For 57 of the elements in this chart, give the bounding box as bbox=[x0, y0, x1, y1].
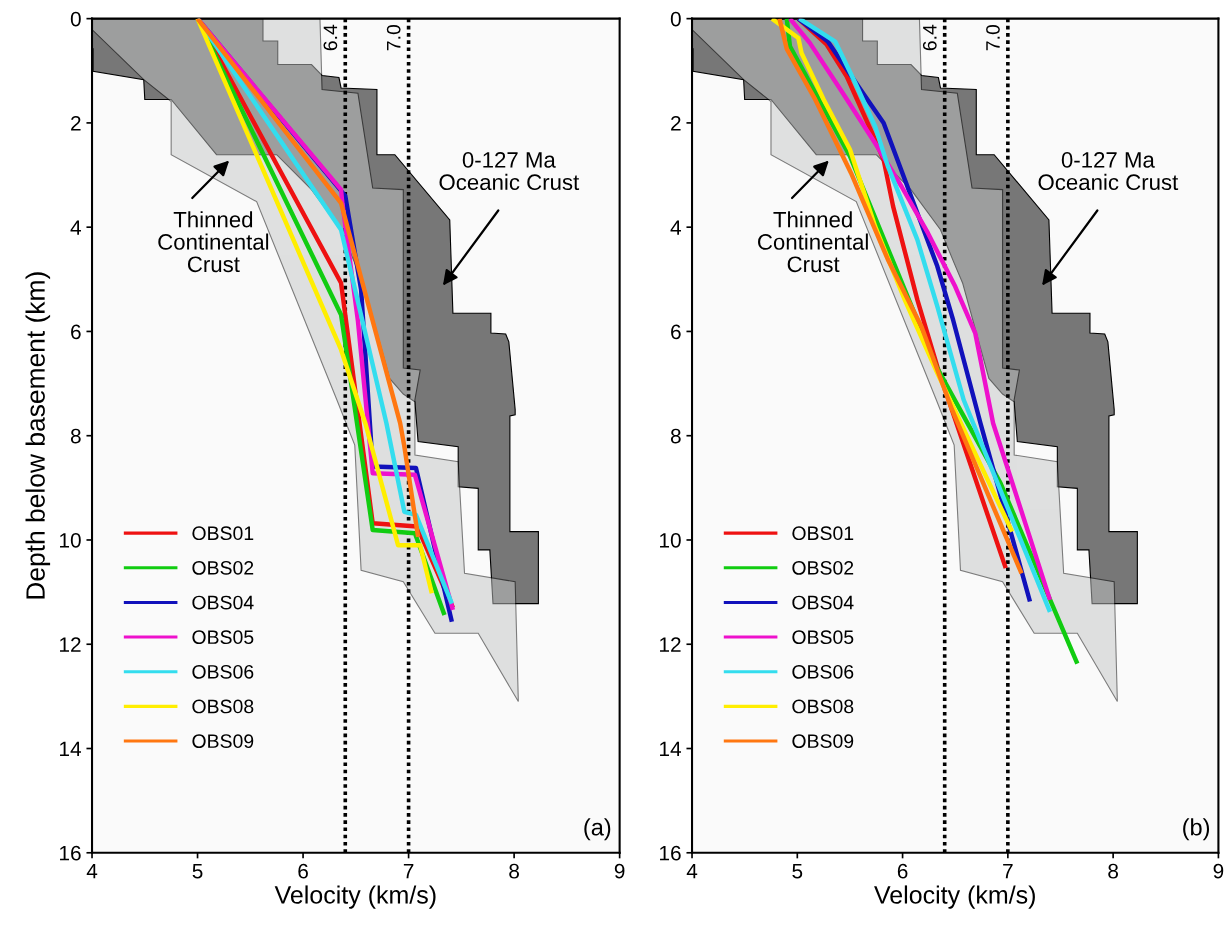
x-tick-label: 8 bbox=[1108, 863, 1119, 879]
legend-label: OBS08 bbox=[192, 699, 254, 714]
legend-label: OBS06 bbox=[792, 664, 854, 679]
y-tick-label: 6 bbox=[671, 324, 681, 340]
y-tick-label: 14 bbox=[660, 741, 681, 757]
annotation: Thinned Continental Crust bbox=[758, 211, 868, 273]
x-axis-title: Velocity (km/s) bbox=[274, 885, 436, 909]
ref-line-label: 6.4 bbox=[922, 24, 937, 51]
y-tick-label: 14 bbox=[60, 741, 81, 757]
y-tick-label: 6 bbox=[71, 324, 81, 340]
legend-label: OBS02 bbox=[792, 560, 854, 575]
annotation: (b) bbox=[1183, 818, 1210, 841]
y-tick-label: 10 bbox=[660, 532, 681, 548]
legend-label: OBS04 bbox=[792, 595, 854, 610]
ref-line-label: 7.0 bbox=[986, 24, 1000, 51]
x-tick-label: 7 bbox=[1003, 863, 1013, 879]
y-tick-label: 2 bbox=[671, 115, 681, 131]
legend-label: OBS01 bbox=[192, 526, 254, 541]
x-axis-title: Velocity (km/s) bbox=[874, 885, 1035, 909]
legend-label: OBS04 bbox=[192, 595, 254, 610]
annotation: (a) bbox=[584, 818, 611, 841]
y-tick-label: 16 bbox=[60, 845, 81, 861]
x-tick-label: 5 bbox=[192, 863, 203, 879]
legend-label: OBS09 bbox=[192, 734, 254, 749]
x-tick-label: 6 bbox=[298, 863, 308, 879]
annotation: Thinned Continental Crust bbox=[158, 211, 269, 273]
y-tick-label: 4 bbox=[670, 220, 681, 235]
legend-label: OBS05 bbox=[192, 630, 254, 645]
ref-line-label: 6.4 bbox=[323, 24, 338, 51]
legend-label: OBS09 bbox=[792, 734, 854, 749]
y-tick-label: 8 bbox=[70, 428, 81, 444]
annotation: 0-127 Ma Oceanic Crust bbox=[1038, 152, 1179, 191]
ref-line-label: 7.0 bbox=[386, 24, 401, 51]
x-tick-label: 4 bbox=[86, 863, 98, 879]
annotation: 0-127 Ma Oceanic Crust bbox=[439, 152, 580, 191]
y-tick-label: 12 bbox=[660, 637, 681, 652]
y-tick-label: 10 bbox=[60, 532, 81, 548]
x-tick-label: 8 bbox=[509, 863, 519, 879]
x-tick-label: 5 bbox=[792, 863, 803, 879]
legend-label: OBS01 bbox=[792, 526, 854, 541]
y-tick-label: 4 bbox=[70, 220, 81, 235]
x-tick-label: 7 bbox=[403, 863, 414, 879]
y-tick-label: 16 bbox=[660, 845, 681, 861]
x-tick-label: 6 bbox=[897, 863, 908, 879]
y-axis-title: Depth below basement (km) bbox=[25, 272, 51, 599]
legend-label: OBS06 bbox=[192, 664, 254, 679]
x-tick-label: 4 bbox=[686, 863, 698, 879]
y-tick-label: 2 bbox=[71, 115, 81, 131]
x-tick-label: 9 bbox=[1213, 863, 1224, 879]
legend-label: OBS05 bbox=[792, 630, 854, 645]
y-tick-label: 0 bbox=[670, 11, 681, 27]
x-tick-label: 9 bbox=[614, 863, 625, 879]
y-tick-label: 0 bbox=[70, 11, 81, 27]
y-tick-label: 8 bbox=[670, 428, 681, 444]
legend-label: OBS02 bbox=[192, 560, 254, 575]
legend-label: OBS08 bbox=[792, 699, 854, 714]
y-tick-label: 12 bbox=[60, 637, 81, 652]
